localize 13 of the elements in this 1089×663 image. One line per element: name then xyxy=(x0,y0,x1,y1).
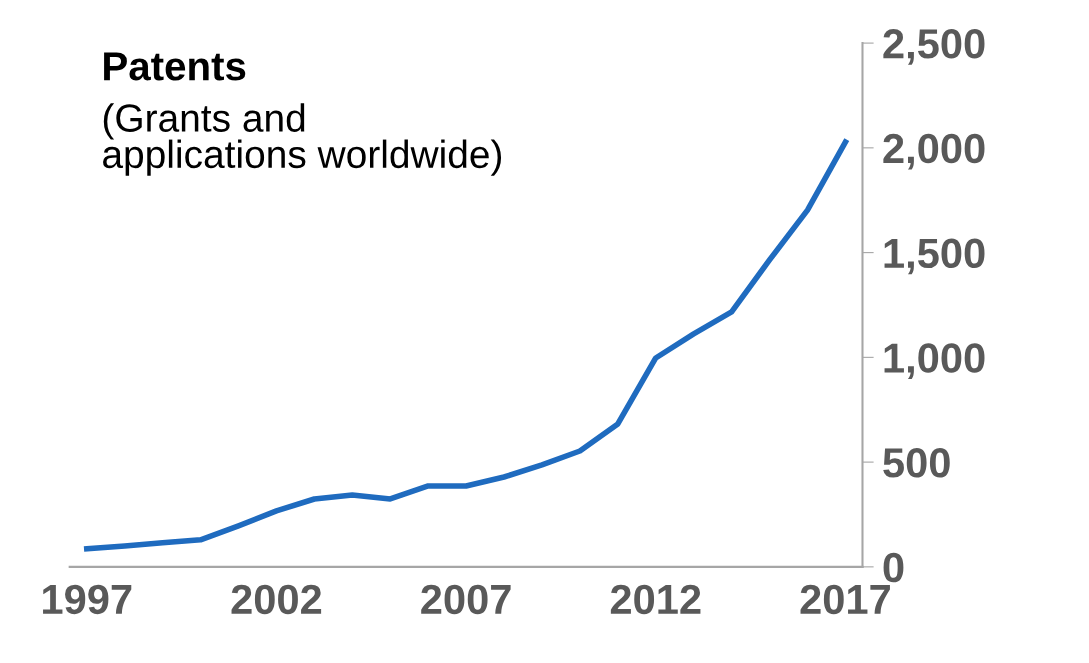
y-tick-label: 500 xyxy=(883,448,950,478)
y-tick-label: 0 xyxy=(883,552,904,583)
text: (Grants and applications worldwide) xyxy=(103,103,502,176)
chart-title: Patents xyxy=(104,52,246,81)
y-tick-label: 1,500 xyxy=(884,238,985,275)
x-tick-label: 2002 xyxy=(231,584,322,615)
x-tick-label: 2007 xyxy=(421,584,511,615)
x-tick-label: 2012 xyxy=(610,584,701,615)
y-tick-label: 2,500 xyxy=(883,29,985,65)
x-tick-label: 2017 xyxy=(800,584,890,615)
x-tick-label: 1997 xyxy=(43,584,132,615)
y-tick-label: 1,000 xyxy=(884,343,985,379)
y-tick-label: 2,000 xyxy=(883,133,985,170)
